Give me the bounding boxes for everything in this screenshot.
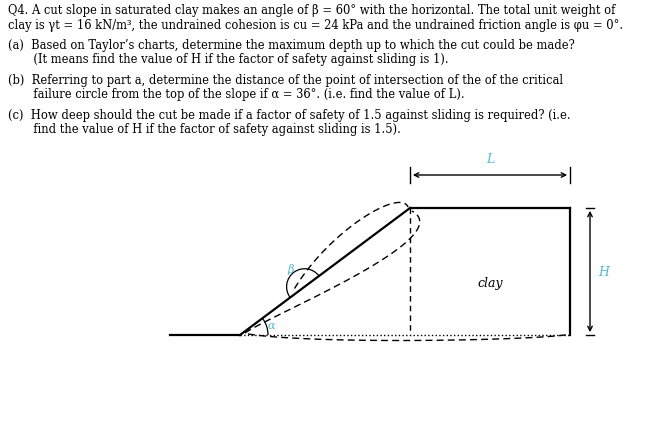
Text: failure circle from the top of the slope if α = 36°. (i.e. find the value of L).: failure circle from the top of the slope… [8, 88, 465, 101]
Text: find the value of H if the factor of safety against sliding is 1.5).: find the value of H if the factor of saf… [8, 123, 401, 136]
Text: (It means find the value of H if the factor of safety against sliding is 1).: (It means find the value of H if the fac… [8, 53, 449, 66]
Text: β: β [288, 263, 294, 274]
Text: clay: clay [477, 276, 503, 289]
Text: (b)  Referring to part a, determine the distance of the point of intersection of: (b) Referring to part a, determine the d… [8, 74, 563, 87]
Text: α: α [267, 320, 275, 330]
Text: (c)  How deep should the cut be made if a factor of safety of 1.5 against slidin: (c) How deep should the cut be made if a… [8, 109, 571, 122]
Text: H: H [598, 265, 609, 278]
Text: (a)  Based on Taylor’s charts, determine the maximum depth up to which the cut c: (a) Based on Taylor’s charts, determine … [8, 39, 575, 52]
Text: Q4. A cut slope in saturated clay makes an angle of β = 60° with the horizontal.: Q4. A cut slope in saturated clay makes … [8, 4, 615, 17]
Text: L: L [486, 153, 494, 166]
Text: clay is γt = 16 kN/m³, the undrained cohesion is cu = 24 kPa and the undrained f: clay is γt = 16 kN/m³, the undrained coh… [8, 19, 623, 32]
